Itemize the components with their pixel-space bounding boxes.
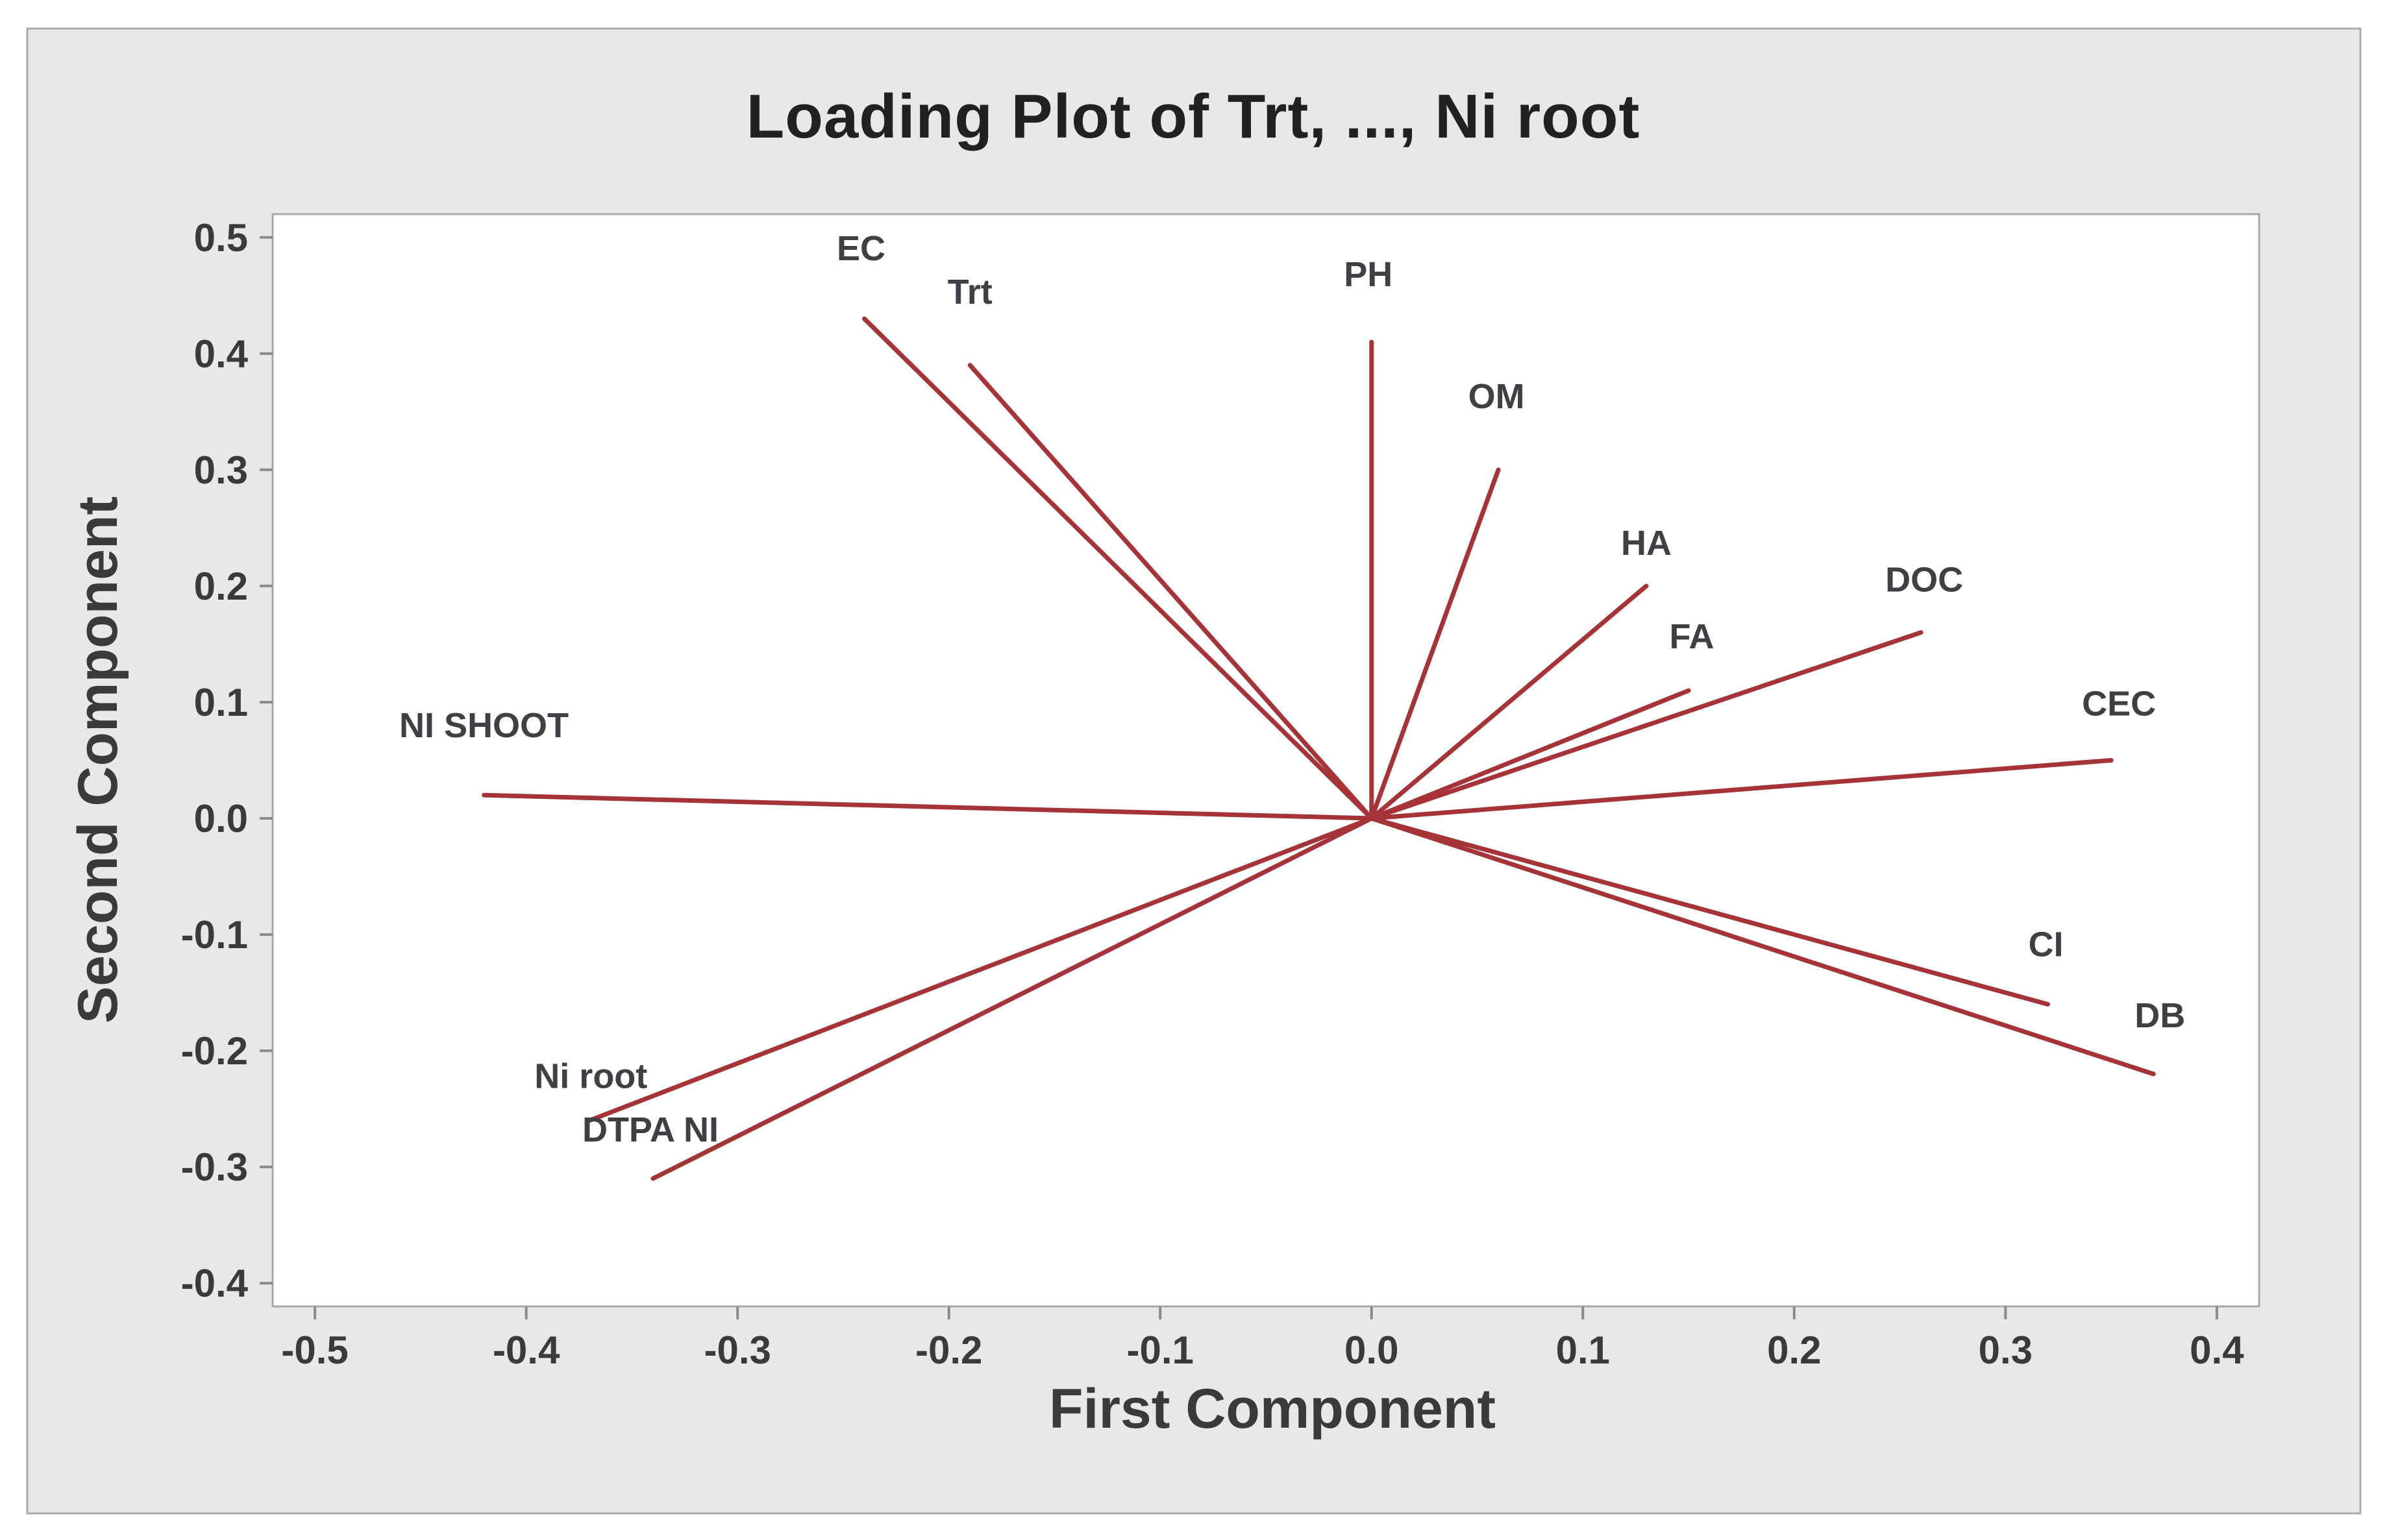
- vector-label-ha: HA: [1621, 524, 1672, 563]
- y-tick-label: -0.1: [181, 913, 248, 957]
- vector-line-fa: [1369, 688, 1691, 821]
- vector-line-ni-shoot: [482, 792, 1374, 821]
- y-axis-ticks: 0.5 0.4 0.3 0.2 0.1 0.0 -0.1 -0.2 -0.3 -0.4: [181, 216, 273, 1305]
- y-tick-label: -0.4: [181, 1262, 249, 1305]
- x-tick-label: -0.2: [915, 1328, 982, 1372]
- x-tick-label: 0.3: [1979, 1328, 2033, 1372]
- x-axis-ticks: -0.5 -0.4 -0.3 -0.2 -0.1 0.0 0.1 0.2 0.3 0.4: [281, 1306, 2244, 1372]
- x-tick-label: -0.1: [1127, 1328, 1194, 1372]
- vector-label-om: OM: [1468, 377, 1525, 416]
- y-tick-label: 0.2: [194, 565, 248, 608]
- y-tick-label: 0.4: [194, 332, 249, 376]
- y-axis-title: Second Component: [67, 496, 129, 1023]
- vector-label-ph: PH: [1344, 255, 1392, 294]
- vector-line-ec: [861, 316, 1374, 821]
- loading-vector-labels: Trt EC PH OM HA FA DOC CEC CI DB NI SHOOT DTPA NI Ni…: [399, 229, 2185, 1149]
- vector-line-cec: [1369, 758, 2114, 821]
- vector-line-ci: [1369, 816, 2050, 1007]
- y-tick-label: -0.3: [181, 1145, 248, 1189]
- vector-label-ni-root: Ni root: [534, 1057, 647, 1096]
- vector-line-ha: [1369, 583, 1649, 821]
- vector-label-fa: FA: [1670, 617, 1714, 656]
- vector-line-doc: [1369, 630, 1923, 821]
- y-tick-label: 0.0: [194, 797, 248, 840]
- x-tick-label: -0.4: [493, 1328, 560, 1372]
- vector-line-ni-root: [587, 816, 1374, 1123]
- vector-label-db: DB: [2134, 996, 2185, 1035]
- x-tick-label: 0.1: [1556, 1328, 1610, 1372]
- x-tick-label: -0.5: [281, 1328, 348, 1372]
- y-tick-label: 0.5: [194, 216, 248, 260]
- vector-label-ec: EC: [837, 229, 885, 268]
- vector-label-ci: CI: [2028, 925, 2063, 964]
- vector-line-om: [1369, 467, 1501, 821]
- y-tick-label: -0.2: [181, 1029, 248, 1073]
- vector-line-dtpa-ni: [650, 816, 1374, 1181]
- vector-line-db: [1369, 816, 2156, 1077]
- x-tick-label: -0.3: [704, 1328, 771, 1372]
- vector-label-trt: Trt: [948, 273, 993, 312]
- x-tick-label: 0.4: [2190, 1328, 2244, 1372]
- vector-label-dtpa-ni: DTPA NI: [582, 1110, 719, 1149]
- y-tick-label: 0.3: [194, 448, 248, 492]
- vector-label-cec: CEC: [2082, 685, 2156, 724]
- loading-vectors: [482, 316, 2156, 1181]
- y-tick-label: 0.1: [194, 681, 248, 724]
- vector-label-doc: DOC: [1885, 561, 1963, 600]
- x-tick-label: 0.0: [1344, 1328, 1398, 1372]
- x-tick-label: 0.2: [1767, 1328, 1821, 1372]
- vector-label-ni-shoot: NI SHOOT: [399, 706, 569, 745]
- vector-line-trt: [967, 363, 1374, 821]
- x-axis-title: First Component: [1049, 1378, 1496, 1440]
- plot-area: [271, 213, 2260, 1308]
- chart-title: Loading Plot of Trt, ..., Ni root: [747, 82, 1640, 151]
